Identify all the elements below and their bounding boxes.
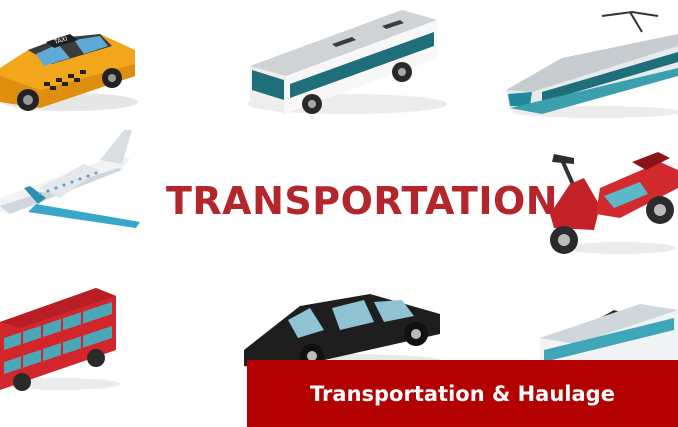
tram-icon [540, 296, 678, 362]
bus-icon [242, 4, 447, 119]
caption-text: Transportation & Haulage [310, 381, 615, 406]
airplane-icon [0, 128, 140, 233]
train-icon [502, 10, 678, 120]
caption-banner: Transportation & Haulage [247, 360, 678, 427]
taxi-icon: TAXI [0, 20, 150, 115]
scooter-icon [540, 148, 678, 256]
headline-title: TRANSPORTATION [166, 179, 559, 223]
taxi-sign-text: TAXI [53, 35, 69, 46]
london-cab-icon [240, 290, 446, 370]
double-decker-bus-icon [0, 284, 130, 392]
